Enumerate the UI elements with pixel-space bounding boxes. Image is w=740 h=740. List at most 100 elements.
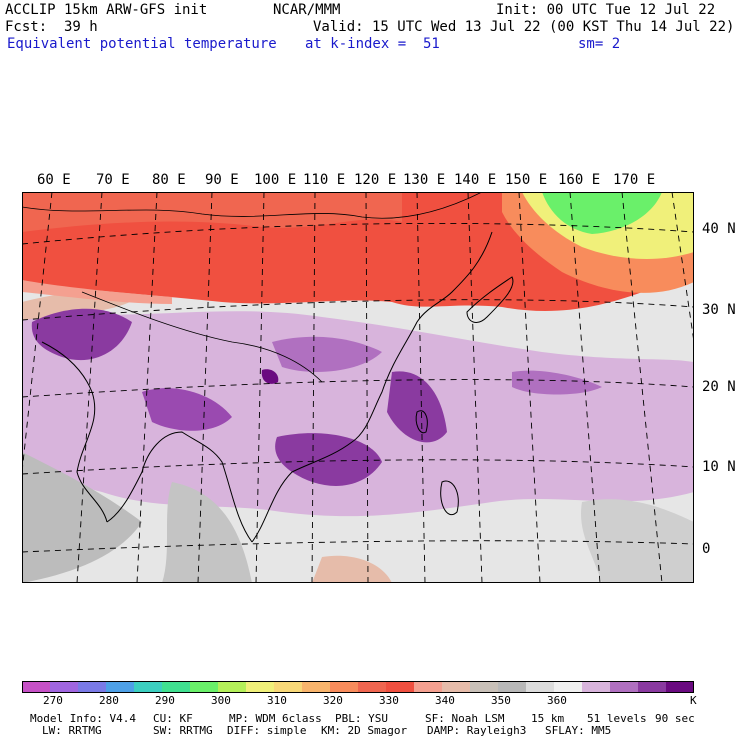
colorbar-tick: 290 <box>155 694 175 707</box>
purple-area <box>275 433 382 486</box>
lat-label: 40 N <box>702 221 736 237</box>
warm-band-edge <box>22 192 402 232</box>
lon-label: 70 E <box>96 172 130 188</box>
gray-patch <box>162 482 252 583</box>
island-outline <box>466 276 514 323</box>
lon-label: 140 E <box>454 172 497 188</box>
colorbar-tick: 300 <box>211 694 231 707</box>
colorbar <box>22 681 694 693</box>
footer-item: DIFF: simple <box>227 724 307 737</box>
graticule <box>22 192 694 583</box>
footer-item: DAMP: Rayleigh3 <box>427 724 527 737</box>
footer-item: SF: Noah LSM <box>425 712 505 725</box>
colorbar-swatch <box>470 681 499 693</box>
level-info: at k-index = 51 <box>305 36 440 52</box>
purple-area <box>142 388 232 431</box>
island-outline <box>440 480 459 515</box>
footer-item: SW: RRTMG <box>153 724 213 737</box>
footer-item: 51 levels <box>587 712 647 725</box>
warm-band-edge <box>22 280 172 304</box>
purple-area <box>31 308 132 361</box>
center-label: NCAR/MMM <box>273 2 341 18</box>
colorbar-swatch <box>442 681 471 693</box>
lon-label: 110 E <box>303 172 346 188</box>
footer-item: PBL: YSU <box>335 712 388 725</box>
lon-label: 120 E <box>354 172 397 188</box>
lat-label: 10 N <box>702 459 736 475</box>
colorbar-swatch <box>50 681 79 693</box>
colorbar-swatch <box>106 681 135 693</box>
model-title: ACCLIP 15km ARW-GFS init <box>5 2 208 18</box>
colorbar-swatch <box>554 681 583 693</box>
valid-time: Valid: 15 UTC Wed 13 Jul 22 (00 KST Thu … <box>313 19 735 35</box>
colorbar-tick: 270 <box>43 694 63 707</box>
colorbar-swatch <box>22 681 51 693</box>
green-band <box>542 192 662 234</box>
colorbar-tick: 320 <box>323 694 343 707</box>
lon-label: 80 E <box>152 172 186 188</box>
colorbar-tick: 310 <box>267 694 287 707</box>
lon-label: 150 E <box>505 172 548 188</box>
colorbar-swatch <box>610 681 639 693</box>
colorbar-tick: 340 <box>435 694 455 707</box>
lon-label: 170 E <box>613 172 656 188</box>
coastline <box>41 341 108 523</box>
island-outline <box>415 410 428 434</box>
colorbar-swatch <box>246 681 275 693</box>
colorbar-swatch <box>274 681 303 693</box>
lat-label: 0 <box>702 541 711 557</box>
gray-patch <box>581 499 694 583</box>
purple-area <box>387 371 447 443</box>
tan-patch <box>312 555 392 583</box>
colorbar-swatch <box>386 681 415 693</box>
gray-patch <box>22 452 142 583</box>
lon-label: 100 E <box>254 172 297 188</box>
footer-item: SFLAY: MM5 <box>545 724 612 737</box>
colorbar-swatch <box>162 681 191 693</box>
lon-label: 160 E <box>558 172 601 188</box>
colorbar-swatch <box>78 681 107 693</box>
footer-item: Model Info: V4.4 <box>30 712 136 725</box>
colorbar-swatch <box>582 681 611 693</box>
lon-label: 130 E <box>403 172 446 188</box>
lon-label: 90 E <box>205 172 239 188</box>
coastline <box>106 431 253 543</box>
purple-area <box>512 370 602 395</box>
colorbar-swatch <box>330 681 359 693</box>
border <box>81 291 323 383</box>
colorbar-tick: 360 <box>547 694 567 707</box>
colorbar-swatch <box>134 681 163 693</box>
footer-item: KM: 2D Smagor <box>321 724 408 737</box>
colorbar-unit: K <box>690 694 697 707</box>
colorbar-tick: 280 <box>99 694 119 707</box>
init-time: Init: 00 UTC Tue 12 Jul 22 <box>496 2 716 18</box>
colorbar-swatch <box>190 681 219 693</box>
lat-label: 30 N <box>702 302 736 318</box>
coastline <box>251 231 493 543</box>
colorbar-swatch <box>498 681 527 693</box>
purple-area <box>272 336 382 372</box>
smoothing-info: sm= 2 <box>578 36 621 52</box>
lat-label: 20 N <box>702 379 736 395</box>
footer-item: 90 sec <box>655 712 695 725</box>
purple-spot <box>261 369 279 384</box>
colorbar-swatch <box>638 681 667 693</box>
lon-label: 60 E <box>37 172 71 188</box>
colorbar-swatch <box>358 681 387 693</box>
footer-item: 15 km <box>531 712 565 725</box>
colorbar-swatch <box>414 681 443 693</box>
border <box>22 192 483 219</box>
colorbar-tick: 330 <box>379 694 399 707</box>
footer-item: CU: KF <box>153 712 193 725</box>
colorbar-swatch <box>302 681 331 693</box>
colorbar-border <box>22 681 694 693</box>
footer-item: LW: RRTMG <box>42 724 102 737</box>
theta-e-map <box>22 192 694 583</box>
field-name: Equivalent potential temperature <box>7 36 277 52</box>
forecast-label: Fcst: <box>5 19 48 35</box>
colorbar-swatch <box>218 681 247 693</box>
colorbar-tick: 350 <box>491 694 511 707</box>
footer-item: MP: WDM 6class <box>229 712 322 725</box>
colorbar-swatch <box>526 681 555 693</box>
forecast-hour: 39 h <box>64 19 98 35</box>
